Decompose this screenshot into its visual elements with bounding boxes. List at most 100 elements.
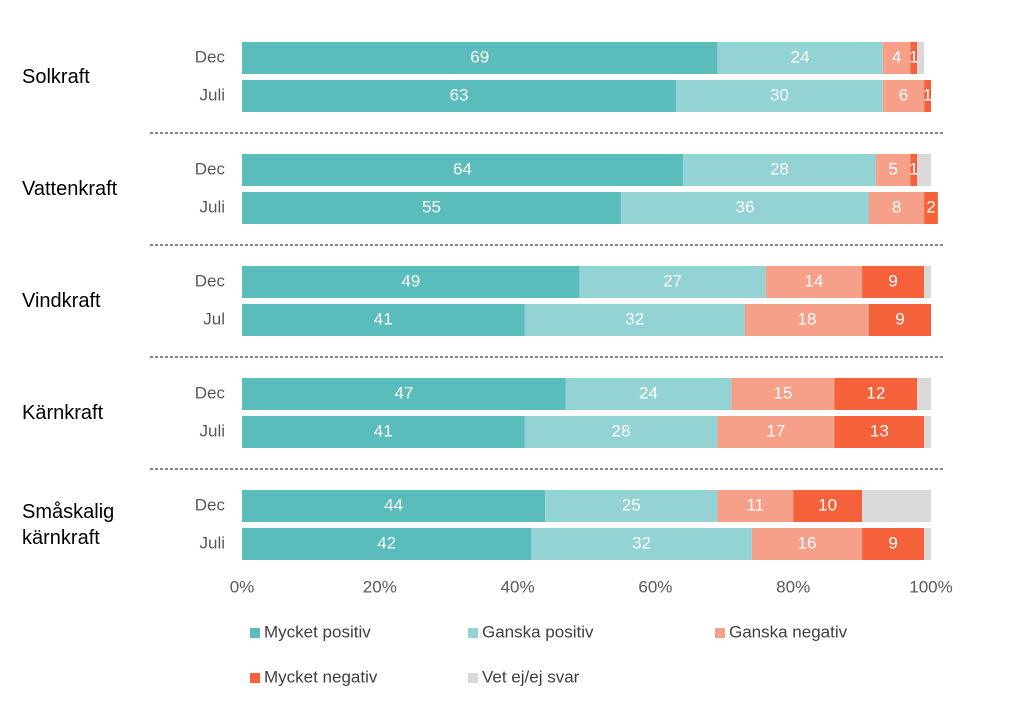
y-tick-label: Jul [203, 309, 225, 328]
data-label: 1 [923, 85, 932, 104]
group-label: Vindkraft [22, 290, 101, 312]
y-tick-label: Dec [195, 271, 226, 290]
data-label: 11 [746, 495, 764, 514]
legend-swatch [468, 673, 478, 683]
bar-segment [717, 490, 794, 522]
bar-segment [862, 490, 931, 522]
y-tick-label: Dec [195, 47, 226, 66]
legend-swatch [250, 673, 260, 683]
legend-swatch [250, 628, 260, 638]
bar-segment [531, 528, 752, 560]
legend-label: Mycket negativ [264, 667, 378, 686]
y-tick-label: Dec [195, 495, 226, 514]
data-label: 28 [770, 159, 789, 178]
bar-segment [565, 378, 732, 410]
bar-segment [868, 192, 925, 224]
y-tick-label: Juli [199, 421, 225, 440]
bar-segment [545, 490, 718, 522]
group-label: Vattenkraft [22, 178, 118, 200]
data-label: 41 [374, 421, 393, 440]
legend-swatch [468, 628, 478, 638]
data-label: 8 [892, 197, 901, 216]
data-label: 63 [450, 85, 469, 104]
bar-segment [717, 42, 883, 74]
bar-segment [744, 304, 869, 336]
bar-segment [924, 528, 931, 560]
data-label: 14 [804, 271, 823, 290]
bar-segment [731, 378, 835, 410]
data-label: 1 [909, 47, 918, 66]
data-label: 24 [791, 47, 810, 66]
bar-segment [917, 42, 925, 74]
data-label: 4 [892, 47, 901, 66]
bar-segment [834, 416, 925, 448]
x-tick-label: 0% [230, 577, 255, 596]
data-label: 6 [899, 85, 908, 104]
data-label: 64 [453, 159, 472, 178]
data-label: 18 [798, 309, 817, 328]
data-label: 10 [818, 495, 837, 514]
bar-segment [862, 266, 925, 298]
data-label: 44 [384, 495, 403, 514]
bar-segment [882, 80, 925, 112]
data-label: 2 [926, 197, 935, 216]
bar-segment [242, 304, 525, 336]
data-label: 28 [611, 421, 630, 440]
y-tick-label: Juli [199, 197, 225, 216]
y-tick-label: Dec [195, 383, 226, 402]
bar-segment [242, 528, 532, 560]
bar-segment [242, 42, 718, 74]
data-label: 13 [870, 421, 889, 440]
bar-segment [793, 490, 863, 522]
data-label: 69 [470, 47, 489, 66]
data-label: 25 [622, 495, 641, 514]
data-label: 17 [767, 421, 786, 440]
bar-segment [751, 528, 863, 560]
data-label: 55 [422, 197, 441, 216]
bar-segment [242, 192, 621, 224]
bar-segment [924, 416, 931, 448]
bar-segment [524, 416, 718, 448]
bar-segment [765, 266, 863, 298]
legend-label: Ganska negativ [729, 622, 848, 641]
legend-label: Ganska positiv [482, 622, 594, 641]
group-label: Småskalig kärnkraft [22, 501, 115, 549]
y-tick-label: Juli [199, 85, 225, 104]
bar-segment [917, 378, 931, 410]
bar-segment [924, 80, 931, 112]
y-tick-label: Juli [199, 533, 225, 552]
bar-segment [910, 154, 918, 186]
data-label: 32 [625, 309, 644, 328]
data-label: 47 [394, 383, 413, 402]
legend-label: Mycket positiv [264, 622, 371, 641]
bar-segment [242, 416, 525, 448]
x-tick-label: 60% [638, 577, 672, 596]
data-label: 24 [639, 383, 658, 402]
data-label: 36 [736, 197, 755, 216]
data-label: 42 [377, 533, 396, 552]
bar-segment [882, 42, 911, 74]
data-label: 16 [798, 533, 817, 552]
bar-segment [242, 154, 683, 186]
bar-segment [242, 266, 580, 298]
bar-segment [917, 154, 931, 186]
group-label: Kärnkraft [22, 402, 104, 424]
bar-segment [924, 266, 931, 298]
legend-label: Vet ej/ej svar [482, 667, 580, 686]
bar-segment [579, 266, 766, 298]
bar-segment [242, 490, 546, 522]
bar-segment [868, 304, 931, 336]
data-label: 5 [888, 159, 897, 178]
data-label: 1 [909, 159, 918, 178]
data-label: 9 [888, 271, 897, 290]
bar-segment [676, 80, 883, 112]
bar-segment [242, 80, 677, 112]
bar-segment [924, 192, 938, 224]
bar-segment [834, 378, 918, 410]
bar-segment [875, 154, 911, 186]
data-label: 30 [770, 85, 789, 104]
bar-segment [862, 528, 925, 560]
x-tick-label: 100% [909, 577, 952, 596]
